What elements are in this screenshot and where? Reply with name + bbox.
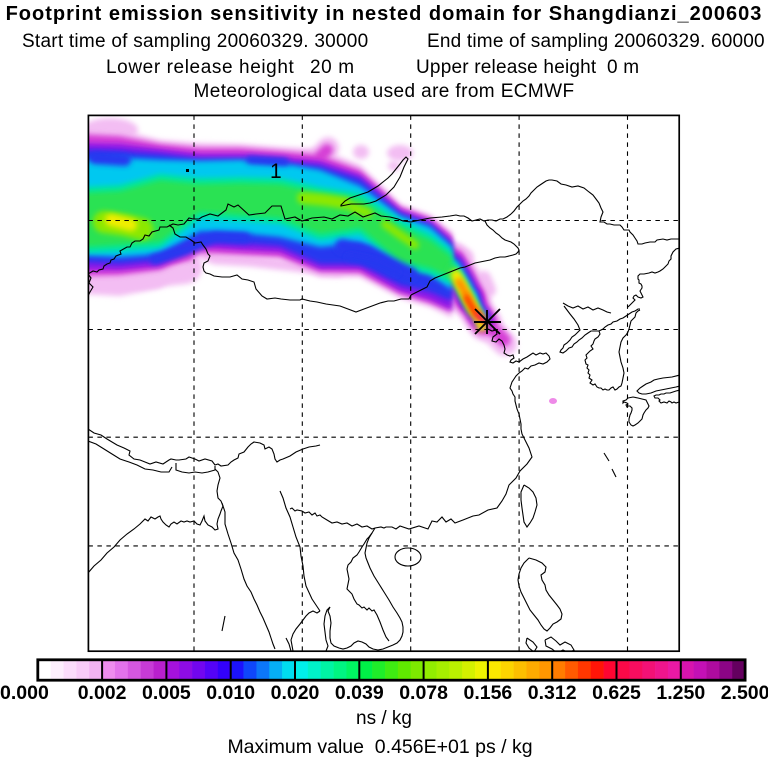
svg-text:1: 1 (270, 160, 282, 183)
